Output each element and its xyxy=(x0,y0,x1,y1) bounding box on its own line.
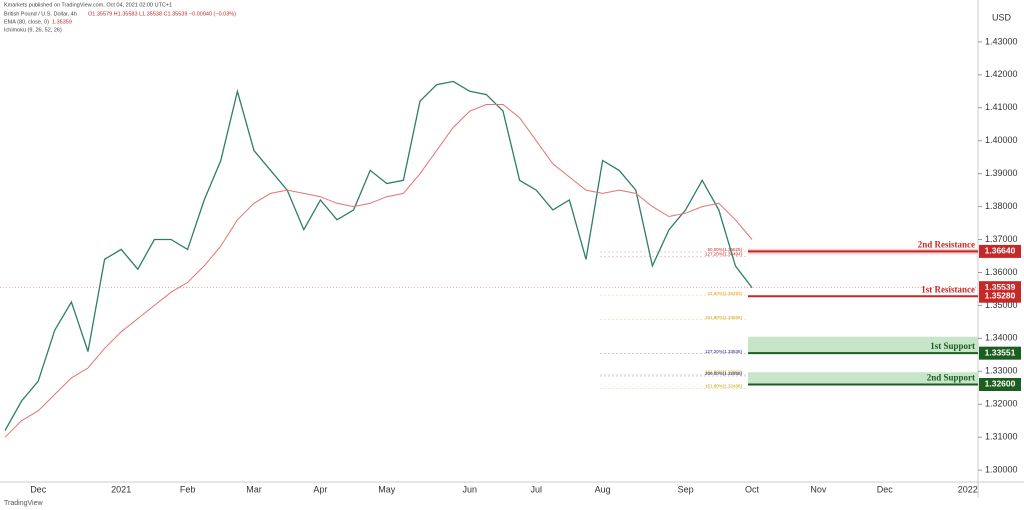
y-tick-label: 1.43000 xyxy=(985,36,1018,46)
ohlc: O1.35579 H1.35583 L1.35538 C1.35539 −0.0… xyxy=(88,11,236,17)
price-line xyxy=(4,104,753,438)
y-tick-label: 1.33000 xyxy=(985,366,1018,376)
annotation: 127.20%(1.36494) xyxy=(705,251,743,256)
x-tick-label: Dec xyxy=(30,484,47,494)
price-label: 1.35280 xyxy=(985,290,1016,300)
x-tick-label: Mar xyxy=(246,484,262,494)
y-tick-label: 1.35000 xyxy=(985,300,1018,310)
y-tick-label: 1.31000 xyxy=(985,432,1018,442)
x-tick-label: 2021 xyxy=(111,484,131,494)
y-tick-label: 1.39000 xyxy=(985,168,1018,178)
y-tick-label: 1.42000 xyxy=(985,69,1018,79)
indicator: Ichimoku (9, 26, 52, 26) xyxy=(4,27,62,33)
annotation: 161.80%(1.32486) xyxy=(705,383,743,388)
price-box xyxy=(979,346,1021,360)
x-tick-label: May xyxy=(378,484,396,494)
price-label: 1.35539 xyxy=(985,282,1016,292)
level-name: 1st Support xyxy=(930,341,975,351)
x-tick-label: Feb xyxy=(180,484,196,494)
annotation: 127.20%(1.33536) xyxy=(705,349,743,354)
level-name: 2nd Support xyxy=(927,373,975,383)
x-tick-label: Oct xyxy=(745,484,760,494)
y-tick-label: 1.30000 xyxy=(985,465,1018,475)
x-tick-label: Sep xyxy=(678,484,694,494)
x-tick-label: 2022 xyxy=(958,484,978,494)
ema-name: EMA (80, close, 0) xyxy=(4,19,49,25)
level-name: 1st Resistance xyxy=(921,284,975,294)
annotation: 23.60%(1.35293) xyxy=(707,291,742,296)
y-tick-label: 1.40000 xyxy=(985,135,1018,145)
y-tick-label: 1.41000 xyxy=(985,102,1018,112)
zone xyxy=(748,372,978,385)
level-name: 2nd Resistance xyxy=(918,239,975,249)
annotation: 161.80%(1.32902) xyxy=(705,370,743,375)
series-name: British Pound / U.S. Dollar, 4h xyxy=(4,11,77,17)
x-tick-label: Aug xyxy=(595,484,611,494)
y-tick-label: 1.37000 xyxy=(985,234,1018,244)
x-tick-label: Apr xyxy=(313,484,327,494)
x-tick-label: Nov xyxy=(810,484,827,494)
price-box xyxy=(979,244,1021,258)
price-line xyxy=(4,80,753,431)
x-tick-label: Dec xyxy=(877,484,894,494)
y-tick-label: 1.32000 xyxy=(985,399,1018,409)
price-label: 1.36640 xyxy=(985,246,1016,256)
y-tick-label: 1.38000 xyxy=(985,201,1018,211)
annotation: 200.00%(1.32858) xyxy=(705,371,743,376)
price-label: 1.32600 xyxy=(985,379,1016,389)
y-tick-label: 1.36000 xyxy=(985,267,1018,277)
annotation: 50.00%(1.36625) xyxy=(707,247,742,252)
footer-logo: TradingView xyxy=(4,500,43,507)
currency: USD xyxy=(992,12,1012,22)
annotation: 161.80%(1.34566) xyxy=(705,315,743,320)
x-tick-label: Jun xyxy=(463,484,478,494)
y-tick-label: 1.34000 xyxy=(985,333,1018,343)
x-tick-label: Jul xyxy=(530,484,542,494)
zone xyxy=(748,336,978,354)
price-box xyxy=(979,377,1021,391)
ema-value: 1.36359 xyxy=(52,19,72,25)
price-box xyxy=(979,289,1021,303)
publisher: Kmarkets published on TradingView.com, O… xyxy=(4,2,172,8)
price-label: 1.33551 xyxy=(985,347,1016,357)
